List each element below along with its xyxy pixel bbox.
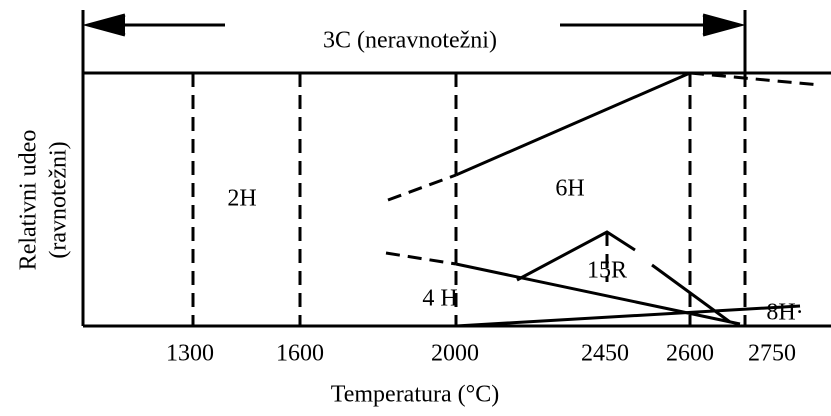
x-tick-label: 1600 (276, 341, 324, 367)
dashed-lines (191, 71, 821, 326)
x-tick-label: 2450 (581, 341, 629, 367)
region-label: 4 H (422, 286, 457, 312)
x-tick-label: 2750 (748, 341, 796, 367)
x-tick-label: 2600 (666, 341, 714, 367)
region-label: 2H (227, 186, 256, 212)
phase-lines (455, 71, 801, 328)
x-tick-label: 2000 (431, 341, 479, 367)
top-arrow (82, 13, 746, 37)
region-label: 8H· (766, 300, 803, 326)
region-label: 6H (555, 176, 584, 202)
title: 3C (neravnotežni) (323, 28, 497, 54)
y-label: (ravnotežni) (46, 141, 72, 258)
x-label: Temperatura (°C) (331, 382, 500, 408)
y-label: Relativni udeo (16, 130, 42, 271)
x-tick-label: 1300 (166, 341, 214, 367)
region-label: 15R (587, 258, 627, 284)
